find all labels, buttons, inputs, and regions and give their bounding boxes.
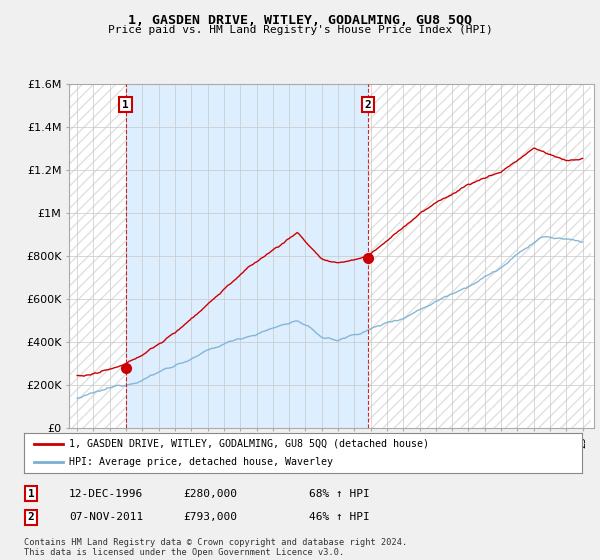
Bar — [69, 84, 125, 428]
Text: £793,000: £793,000 — [183, 512, 237, 522]
Text: Contains HM Land Registry data © Crown copyright and database right 2024.
This d: Contains HM Land Registry data © Crown c… — [24, 538, 407, 557]
Text: 1: 1 — [122, 100, 129, 110]
Text: Price paid vs. HM Land Registry's House Price Index (HPI): Price paid vs. HM Land Registry's House … — [107, 25, 493, 35]
Text: 1, GASDEN DRIVE, WITLEY, GODALMING, GU8 5QQ: 1, GASDEN DRIVE, WITLEY, GODALMING, GU8 … — [128, 14, 472, 27]
Text: 07-NOV-2011: 07-NOV-2011 — [69, 512, 143, 522]
Text: 68% ↑ HPI: 68% ↑ HPI — [309, 489, 370, 499]
Text: HPI: Average price, detached house, Waverley: HPI: Average price, detached house, Wave… — [68, 458, 332, 467]
Text: £280,000: £280,000 — [183, 489, 237, 499]
Bar — [368, 84, 591, 428]
Text: 1, GASDEN DRIVE, WITLEY, GODALMING, GU8 5QQ (detached house): 1, GASDEN DRIVE, WITLEY, GODALMING, GU8 … — [68, 439, 428, 449]
Text: 12-DEC-1996: 12-DEC-1996 — [69, 489, 143, 499]
Text: 2: 2 — [365, 100, 371, 110]
Text: 1: 1 — [28, 489, 35, 499]
Text: 46% ↑ HPI: 46% ↑ HPI — [309, 512, 370, 522]
Bar — [125, 84, 368, 428]
Text: 2: 2 — [28, 512, 35, 522]
